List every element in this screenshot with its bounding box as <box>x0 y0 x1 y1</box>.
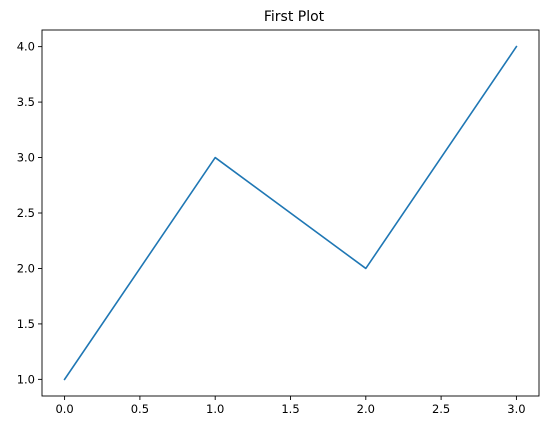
y-tick-label: 2.5 <box>17 206 35 220</box>
series-layer <box>63 45 518 381</box>
series-line-0 <box>63 45 518 381</box>
x-tick-label: 0.5 <box>131 402 149 416</box>
y-tick-label: 4.0 <box>17 40 35 54</box>
y-tick-label: 2.0 <box>17 261 35 275</box>
chart-title: First Plot <box>264 9 325 25</box>
x-tick-label: 0.0 <box>55 402 73 416</box>
y-tick-label: 1.0 <box>17 372 35 386</box>
y-axis: 1.0 1.5 2.0 2.5 3.0 3.5 4.0 <box>17 40 42 386</box>
x-tick-label: 2.5 <box>432 402 450 416</box>
y-tick-label: 1.5 <box>17 317 35 331</box>
y-tick-label: 3.5 <box>17 95 35 109</box>
x-tick-label: 1.5 <box>281 402 299 416</box>
x-axis: 0.0 0.5 1.0 1.5 2.0 2.5 3.0 <box>55 396 526 416</box>
x-tick-label: 1.0 <box>206 402 224 416</box>
y-tick-label: 3.0 <box>17 151 35 165</box>
x-tick-label: 3.0 <box>507 402 525 416</box>
x-tick-label: 2.0 <box>357 402 375 416</box>
